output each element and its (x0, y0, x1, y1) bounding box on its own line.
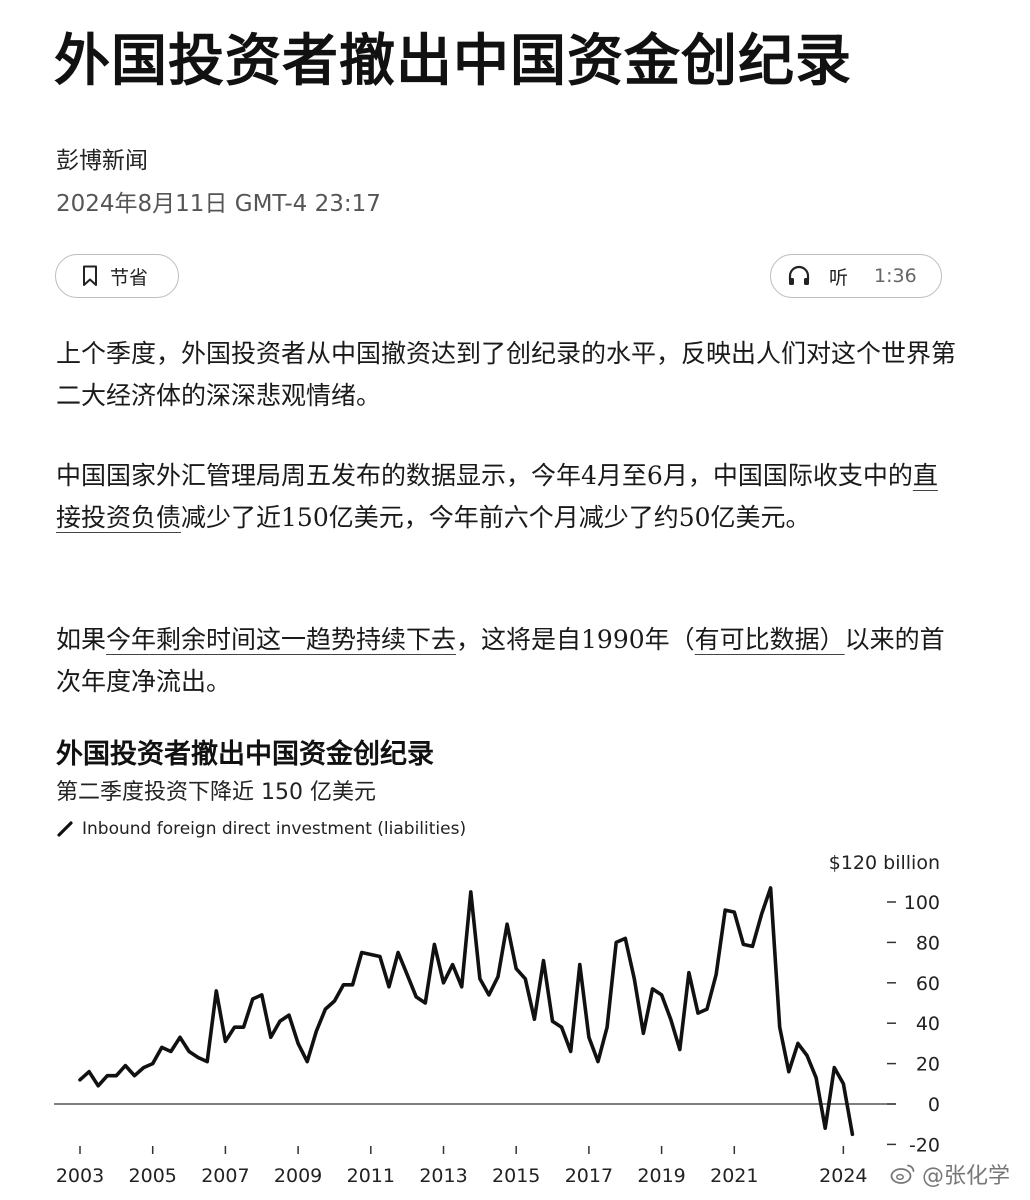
paragraph-3: 如果今年剩余时间这一趋势持续下去，这将是自1990年（有可比数据）以来的首次年度… (56, 619, 956, 703)
comparable-data-link[interactable]: 有可比数据） (694, 625, 845, 654)
chart-legend: Inbound foreign direct investment (liabi… (56, 814, 466, 844)
chart-subtitle: 第二季度投资下降近 150 亿美元 (56, 780, 376, 805)
paragraph-3-text-c: 以来的首次年度净流出。 (56, 625, 945, 696)
article-source[interactable]: 彭博新闻 (56, 148, 148, 174)
fdi-series-line (78, 886, 855, 1137)
fdi-line-chart: $120 billion 100 80 60 40 20 0 -20 2003 2005 2007 2… (54, 852, 940, 1187)
x-tick-label: 2015 (492, 1165, 540, 1187)
legend-label: Inbound foreign direct investment (liabi… (82, 819, 467, 839)
paragraph-2-text-b: 减少了近150亿美元，今年前六个月减少了约50亿美元。 (181, 503, 811, 532)
watermark-text: @张化学 (922, 1164, 1011, 1189)
direct-investment-liabilities-link[interactable]: 直接投资负债 (56, 461, 938, 532)
y-axis-unit-label: $120 billion (829, 852, 940, 874)
listen-button[interactable]: 听 1:36 (770, 254, 942, 298)
paragraph-2-text-a: 中国国家外汇管理局周五发布的数据显示，今年4月至6月，中国国际收支中的 (56, 461, 913, 490)
y-tick-label: 80 (916, 932, 940, 954)
article-headline: 外国投资者撤出中国资金创纪录 (54, 29, 852, 94)
x-tick-label: 2005 (129, 1165, 177, 1187)
save-button-label: 节省 (110, 266, 149, 289)
x-tick-label: 2009 (274, 1165, 322, 1187)
listen-duration: 1:36 (874, 265, 917, 287)
trend-continues-link[interactable]: 今年剩余时间这一趋势持续下去 (106, 625, 457, 654)
x-tick-label: 2013 (419, 1165, 467, 1187)
y-tick-label: -20 (909, 1134, 940, 1156)
article-date: 2024年8月11日 GMT-4 23:17 (56, 191, 381, 217)
headphones-icon (787, 265, 811, 287)
x-tick-label: 2003 (56, 1165, 104, 1187)
y-tick-label: 20 (916, 1054, 940, 1076)
x-tick-label: 2011 (347, 1165, 395, 1187)
listen-button-label: 听 (829, 266, 849, 289)
x-tick-label: 2021 (710, 1165, 758, 1187)
y-tick-label: 100 (904, 892, 940, 914)
paragraph-1: 上个季度，外国投资者从中国撤资达到了创纪录的水平，反映出人们对这个世界第二大经济… (56, 339, 957, 410)
weibo-icon (890, 1163, 916, 1185)
y-tick-label: 40 (916, 1013, 940, 1035)
bookmark-icon (82, 265, 98, 287)
watermark: @张化学 (890, 1158, 1010, 1190)
x-tick-label: 2024 (819, 1165, 867, 1187)
x-tick-label: 2019 (637, 1165, 685, 1187)
x-tick-label: 2007 (201, 1165, 249, 1187)
paragraph-3-text-b: ，这将是自1990年（ (456, 625, 695, 654)
chart-title: 外国投资者撤出中国资金创纪录 (56, 739, 434, 770)
legend-line-icon (56, 820, 74, 838)
paragraph-3-text-a: 如果 (56, 625, 107, 654)
y-tick-label: 0 (928, 1094, 940, 1116)
paragraph-2: 中国国家外汇管理局周五发布的数据显示，今年4月至6月，中国国际收支中的直接投资负… (56, 455, 956, 539)
y-tick-label: 60 (916, 973, 940, 995)
save-button[interactable]: 节省 (55, 254, 179, 298)
x-tick-label: 2017 (565, 1165, 613, 1187)
